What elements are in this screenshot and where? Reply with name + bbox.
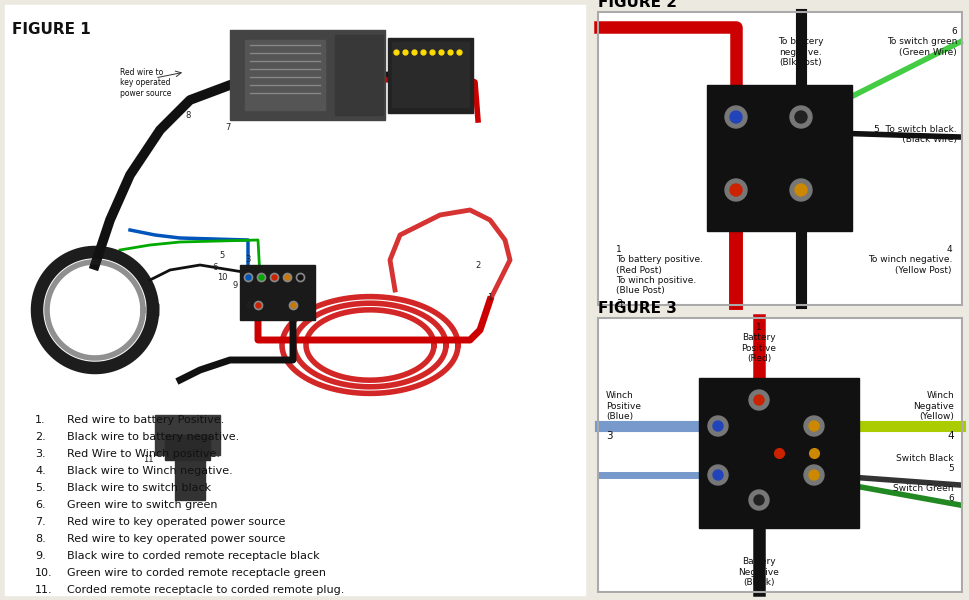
Text: Black wire to Winch negative.: Black wire to Winch negative. [67, 466, 233, 476]
Text: 3: 3 [615, 299, 621, 309]
Circle shape [753, 395, 764, 405]
Text: Winch
Positive
(Blue): Winch Positive (Blue) [606, 391, 641, 421]
Text: Red wire to key operated power source: Red wire to key operated power source [67, 517, 285, 527]
Text: 4
To winch negative.
(Yellow Post): 4 To winch negative. (Yellow Post) [866, 245, 951, 275]
Text: 6: 6 [212, 263, 217, 271]
Text: 3: 3 [245, 256, 250, 265]
Text: FIGURE 2: FIGURE 2 [597, 0, 676, 10]
Text: 5  To switch black.
      (Black Wire): 5 To switch black. (Black Wire) [873, 125, 956, 145]
Bar [597, 318, 961, 592]
Text: 10.: 10. [35, 568, 52, 578]
Circle shape [803, 416, 823, 436]
Circle shape [795, 111, 806, 123]
Text: FIGURE 3: FIGURE 3 [597, 301, 676, 316]
Circle shape [748, 390, 768, 410]
Bar [706, 85, 851, 231]
Text: Winch
Negative
(Yellow): Winch Negative (Yellow) [912, 391, 953, 421]
Text: 10: 10 [216, 274, 227, 283]
Text: 6
To switch green
(Green Wire): 6 To switch green (Green Wire) [886, 27, 956, 57]
Text: Switch Green
6: Switch Green 6 [892, 484, 953, 503]
Text: To winch positive.
(Blue Post): To winch positive. (Blue Post) [615, 275, 696, 295]
Circle shape [730, 184, 741, 196]
Text: Red wire to battery Positive.: Red wire to battery Positive. [67, 415, 224, 425]
Text: Red wire to key operated power source: Red wire to key operated power source [67, 534, 285, 544]
Circle shape [712, 421, 722, 431]
Bar [391, 42, 469, 107]
Text: Green wire to corded remote receptacle green: Green wire to corded remote receptacle g… [67, 568, 326, 578]
Bar [165, 435, 209, 460]
Text: 5.: 5. [35, 483, 46, 493]
Text: 9.: 9. [35, 551, 46, 561]
Text: FIGURE 1: FIGURE 1 [12, 22, 91, 37]
Text: Black wire to corded remote receptacle black: Black wire to corded remote receptacle b… [67, 551, 320, 561]
Text: 5: 5 [219, 251, 225, 259]
Bar [597, 12, 961, 305]
Bar [388, 38, 473, 113]
Text: 2
Battery
Negative
(Black): 2 Battery Negative (Black) [737, 547, 779, 587]
Text: 7.: 7. [35, 517, 46, 527]
Text: 3.: 3. [35, 449, 46, 459]
Text: Switch Black
5: Switch Black 5 [895, 454, 953, 473]
Bar [245, 40, 325, 110]
Bar [699, 378, 859, 528]
Circle shape [808, 470, 818, 480]
Bar [597, 12, 961, 305]
Text: 11: 11 [142, 455, 153, 464]
Circle shape [707, 416, 728, 436]
Text: 8: 8 [185, 110, 191, 119]
Text: Red Wire to Winch positive.: Red Wire to Winch positive. [67, 449, 220, 459]
Text: 1: 1 [486, 293, 492, 302]
Text: 3: 3 [606, 431, 612, 441]
Text: 9: 9 [233, 280, 237, 289]
Bar [174, 455, 204, 500]
Circle shape [724, 179, 746, 201]
Text: 4.: 4. [35, 466, 46, 476]
Circle shape [789, 106, 811, 128]
Text: 8.: 8. [35, 534, 46, 544]
Text: Green wire to switch green: Green wire to switch green [67, 500, 217, 510]
Text: Black wire to switch black: Black wire to switch black [67, 483, 211, 493]
Circle shape [789, 179, 811, 201]
Text: 7: 7 [225, 124, 231, 133]
Circle shape [753, 495, 764, 505]
Text: Corded remote receptacle to corded remote plug.: Corded remote receptacle to corded remot… [67, 585, 344, 595]
Text: Red wire to
key operated
power source: Red wire to key operated power source [120, 68, 172, 98]
Circle shape [707, 465, 728, 485]
Text: 1
To battery positive.
(Red Post): 1 To battery positive. (Red Post) [615, 245, 703, 275]
Circle shape [712, 470, 722, 480]
Bar [5, 5, 584, 595]
Circle shape [730, 111, 741, 123]
Bar [239, 265, 315, 320]
Text: 2
To battery
negative.
(Blk.Post): 2 To battery negative. (Blk.Post) [777, 27, 823, 67]
Text: 1
Battery
Positive
(Red): 1 Battery Positive (Red) [740, 323, 776, 363]
Text: 4: 4 [947, 431, 953, 441]
Text: 2: 2 [475, 260, 480, 269]
Circle shape [808, 421, 818, 431]
Circle shape [748, 490, 768, 510]
Text: 1.: 1. [35, 415, 46, 425]
Circle shape [803, 465, 823, 485]
Circle shape [724, 106, 746, 128]
Bar [155, 415, 220, 455]
Text: 11.: 11. [35, 585, 52, 595]
Text: 6.: 6. [35, 500, 46, 510]
Bar [334, 35, 383, 115]
Circle shape [795, 184, 806, 196]
Bar [230, 30, 385, 120]
Text: 4: 4 [245, 301, 250, 310]
Bar [597, 318, 961, 592]
Text: Black wire to battery negative.: Black wire to battery negative. [67, 432, 239, 442]
Text: 2.: 2. [35, 432, 46, 442]
